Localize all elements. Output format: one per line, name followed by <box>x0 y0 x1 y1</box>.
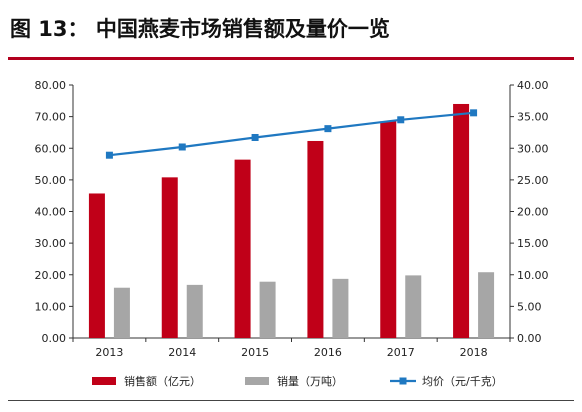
y-right-tick-label: 20.00 <box>517 206 549 219</box>
y-right-tick-label: 15.00 <box>517 237 549 250</box>
legend-label: 销量（万吨） <box>277 374 343 388</box>
legend-label: 均价（元/千克） <box>422 375 503 388</box>
line-point-average-price <box>397 116 405 124</box>
bar-sales-revenue <box>161 177 178 338</box>
y-right-tick-label: 10.00 <box>517 269 549 282</box>
y-right-tick-label: 40.00 <box>517 79 549 92</box>
y-left-tick-label: 50.00 <box>35 174 67 187</box>
y-left-tick-label: 60.00 <box>35 142 67 155</box>
bar-sales-revenue <box>380 121 397 339</box>
y-left-tick-label: 30.00 <box>35 237 67 250</box>
x-tick-label: 2016 <box>314 346 342 359</box>
y-left-tick-label: 70.00 <box>35 111 67 124</box>
x-tick-label: 2017 <box>387 346 415 359</box>
bar-sales-revenue <box>88 193 105 338</box>
x-tick-label: 2018 <box>460 346 488 359</box>
legend-swatch <box>92 377 116 385</box>
legend-label: 销售额（亿元） <box>124 374 201 388</box>
bar-sales-revenue <box>307 140 324 338</box>
bar-sales-volume <box>259 281 276 338</box>
figure-title: 图 13： 中国燕麦市场销售额及量价一览 <box>10 17 390 41</box>
y-left-tick-label: 80.00 <box>35 79 67 92</box>
chart-bars <box>88 103 495 339</box>
bottom-rule <box>8 400 574 401</box>
bar-sales-volume <box>113 287 130 338</box>
line-point-average-price <box>105 151 113 159</box>
line-average-price <box>109 111 474 157</box>
y-right-tick-label: 35.00 <box>517 111 549 124</box>
y-left-tick-label: 40.00 <box>35 206 67 219</box>
x-tick-label: 2014 <box>168 346 196 359</box>
line-point-average-price <box>470 109 478 117</box>
x-tick-label: 2013 <box>95 346 123 359</box>
y-left-tick-label: 10.00 <box>35 300 67 313</box>
bar-sales-volume <box>478 272 495 338</box>
bar-sales-volume <box>405 275 422 338</box>
legend-swatch <box>245 377 269 385</box>
bar-sales-volume <box>186 284 203 338</box>
y-right-tick-label: 0.00 <box>517 332 542 345</box>
y-right-tick-label: 5.00 <box>517 300 542 313</box>
line-point-average-price <box>251 133 259 141</box>
line-point-average-price <box>178 143 186 151</box>
y-left-tick-label: 20.00 <box>35 269 67 282</box>
bar-sales-revenue <box>234 159 251 338</box>
bar-sales-revenue <box>453 103 470 338</box>
chart-axes: 0.00 10.00 20.00 30.00 40.00 50.00 60.00 70.00 8… <box>35 79 549 359</box>
line-point-average-price <box>324 125 332 133</box>
y-left-tick-label: 0.00 <box>42 332 67 345</box>
chart-line-series <box>105 109 478 159</box>
bar-sales-volume <box>332 278 349 338</box>
y-right-tick-label: 25.00 <box>517 174 549 187</box>
chart-legend: 销售额（亿元） 销量（万吨） 均价（元/千克） <box>92 374 503 388</box>
y-right-tick-label: 30.00 <box>517 142 549 155</box>
x-tick-label: 2015 <box>241 346 269 359</box>
title-rule <box>8 57 574 60</box>
legend-marker <box>399 377 407 385</box>
